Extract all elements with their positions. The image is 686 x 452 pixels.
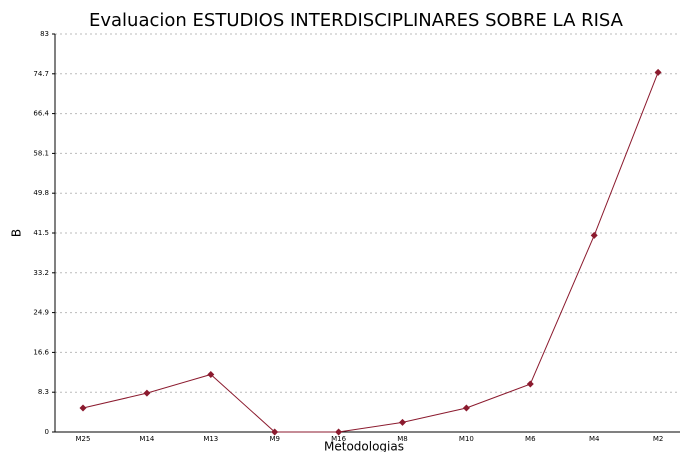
data-point	[335, 428, 343, 436]
x-tick-label: M16	[331, 435, 346, 443]
data-point	[207, 370, 215, 378]
data-point	[654, 68, 662, 76]
x-tick-label: M6	[525, 435, 536, 443]
y-tick-label: 83	[40, 30, 49, 38]
x-axis-label: Metodologias	[324, 440, 404, 452]
y-tick-label: 24.9	[33, 309, 49, 317]
y-axis-label: B	[10, 229, 24, 237]
x-tick-label: M2	[653, 435, 664, 443]
x-tick-label: M14	[139, 435, 154, 443]
x-tick-label: M13	[203, 435, 218, 443]
y-tick-label: 58.1	[33, 149, 49, 157]
data-point	[526, 380, 534, 388]
y-tick-label: 66.4	[33, 110, 49, 118]
data-point	[271, 428, 279, 436]
y-tick-label: 33.2	[33, 269, 49, 277]
data-point	[143, 389, 151, 397]
data-point	[399, 418, 406, 426]
data-point	[590, 231, 598, 239]
y-tick-label: 74.7	[33, 70, 49, 78]
y-tick-label: 8.3	[38, 388, 49, 396]
x-tick-label: M25	[76, 435, 91, 443]
x-tick-label: M9	[269, 435, 280, 443]
y-tick-label: 16.6	[33, 348, 49, 356]
chart-title: Evaluacion ESTUDIOS INTERDISCIPLINARES S…	[89, 10, 624, 31]
data-point	[79, 404, 87, 412]
y-tick-label: 49.8	[33, 189, 49, 197]
y-tick-label: 41.5	[33, 229, 49, 237]
data-point	[462, 404, 470, 412]
y-tick-label: 0	[45, 428, 49, 436]
x-tick-label: M10	[459, 435, 474, 443]
x-tick-label: M8	[397, 435, 408, 443]
series-line	[82, 72, 659, 433]
x-tick-label: M4	[589, 435, 600, 443]
